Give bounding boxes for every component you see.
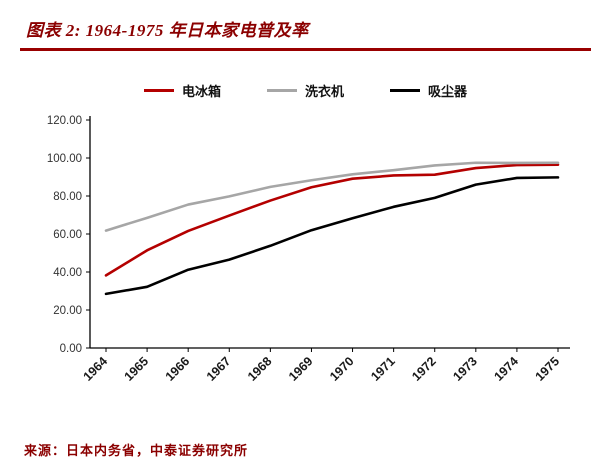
x-axis-label: 1964 — [80, 354, 110, 384]
x-axis-label: 1974 — [491, 354, 521, 384]
legend-item-vacuum-cleaner: 吸尘器 — [390, 81, 467, 100]
legend-label-refrigerator: 电冰箱 — [181, 84, 221, 99]
series-line-洗衣机 — [104, 161, 559, 232]
series-line-电冰箱 — [104, 163, 559, 277]
legend-swatch-washing-machine — [266, 89, 297, 92]
y-axis-label: 20.00 — [53, 305, 82, 317]
legend-label-vacuum-cleaner: 吸尘器 — [428, 84, 468, 99]
x-axis-label: 1970 — [327, 354, 357, 384]
legend-label-washing-machine: 洗衣机 — [304, 84, 344, 99]
x-axis-label: 1975 — [532, 354, 562, 384]
x-axis-label: 1965 — [121, 354, 151, 384]
y-axis-label: 40.00 — [53, 267, 82, 279]
y-axis-label: 100.00 — [46, 153, 81, 165]
legend-swatch-refrigerator — [143, 89, 174, 92]
x-axis-label: 1971 — [368, 354, 398, 384]
legend-item-washing-machine: 洗衣机 — [266, 81, 344, 100]
series-line-吸尘器 — [104, 176, 559, 296]
x-axis-label: 1968 — [244, 354, 274, 384]
x-axis-label: 1973 — [450, 354, 480, 384]
source-note: 来源：日本内务省，中泰证券研究所 — [24, 443, 249, 458]
chart-legend: 电冰箱 洗衣机 吸尘器 — [0, 81, 611, 100]
x-axis-label: 1969 — [286, 354, 316, 384]
x-axis-label: 1967 — [203, 354, 233, 384]
y-axis-label: 80.00 — [53, 191, 82, 203]
y-axis-label: 120.00 — [46, 115, 81, 127]
y-axis-label: 60.00 — [53, 229, 82, 241]
line-chart-svg: 0.00 20.00 40.00 60.00 80.00 100.00 120.00 1964… — [46, 115, 570, 384]
chart-area: 0.00 20.00 40.00 60.00 80.00 100.00 120.00 1964… — [28, 106, 584, 408]
chart-title-bar: 图表 2: 1964-1975 年日本家电普及率 — [20, 16, 591, 51]
chart-title: 图表 2: 1964-1975 年日本家电普及率 — [26, 21, 309, 40]
x-axis-label: 1966 — [162, 354, 192, 384]
y-axis-label: 0.00 — [59, 343, 81, 355]
legend-item-refrigerator: 电冰箱 — [143, 81, 221, 100]
x-axis-label: 1972 — [409, 354, 439, 384]
legend-swatch-vacuum-cleaner — [390, 89, 420, 92]
